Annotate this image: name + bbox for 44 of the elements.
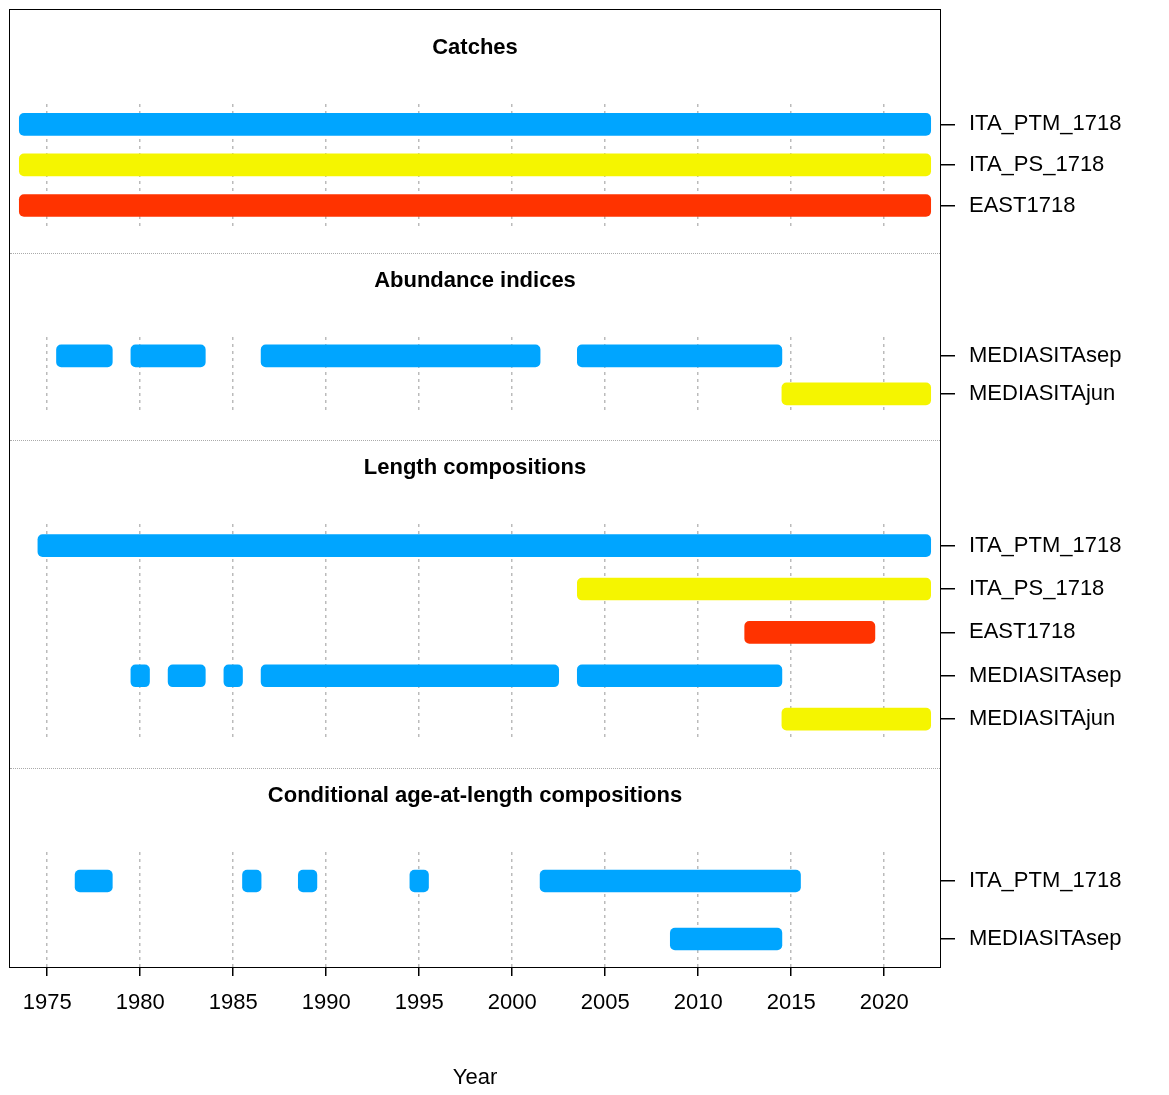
y-tick-label: ITA_PS_1718 xyxy=(969,150,1105,176)
x-tick-label: 2010 xyxy=(673,989,723,1015)
bar xyxy=(74,869,113,893)
y-tick-label: MEDIASITAjun xyxy=(969,379,1116,405)
x-tick-label: 2020 xyxy=(859,989,909,1015)
x-tick-label: 2015 xyxy=(766,989,816,1015)
bar xyxy=(576,664,783,688)
y-tick-label: EAST1718 xyxy=(969,618,1076,644)
y-tick-label: ITA_PS_1718 xyxy=(969,575,1105,601)
x-tick-label: 1995 xyxy=(394,989,444,1015)
x-tick-label: 1990 xyxy=(301,989,351,1015)
y-tick-label: ITA_PTM_1718 xyxy=(969,531,1122,557)
bar xyxy=(669,927,783,951)
chart-title: Conditional age-at-length compositions xyxy=(267,782,683,808)
chart-title: Length compositions xyxy=(363,454,587,480)
x-tick-label: 2005 xyxy=(580,989,630,1015)
y-tick-label: MEDIASITAjun xyxy=(969,705,1116,731)
bar xyxy=(744,621,876,644)
y-tick-label: EAST1718 xyxy=(969,191,1076,217)
x-tick-label: 1980 xyxy=(115,989,165,1015)
bar xyxy=(260,664,560,688)
x-tick-label: 1975 xyxy=(22,989,72,1015)
y-tick-label: MEDIASITAsep xyxy=(969,661,1122,687)
y-tick-label: MEDIASITAsep xyxy=(969,925,1122,951)
bar xyxy=(781,707,932,731)
y-tick-label: ITA_PTM_1718 xyxy=(969,110,1122,136)
bar xyxy=(576,344,783,368)
y-tick-label: ITA_PTM_1718 xyxy=(969,867,1122,893)
bar xyxy=(242,869,262,893)
bar xyxy=(576,577,932,601)
y-tick-label: MEDIASITAsep xyxy=(969,342,1122,368)
x-tick-label: 2000 xyxy=(487,989,537,1015)
bar xyxy=(167,664,206,688)
chart-title: Abundance indices xyxy=(374,267,576,293)
x-tick-label: 1985 xyxy=(208,989,258,1015)
bar xyxy=(409,869,429,893)
bar xyxy=(130,344,206,368)
bar xyxy=(539,869,801,893)
chart-title: Catches xyxy=(432,34,518,60)
bar xyxy=(781,382,932,406)
bar xyxy=(260,344,541,368)
bar xyxy=(297,869,318,893)
x-axis-title: Year xyxy=(452,1063,498,1089)
bar xyxy=(223,664,243,688)
